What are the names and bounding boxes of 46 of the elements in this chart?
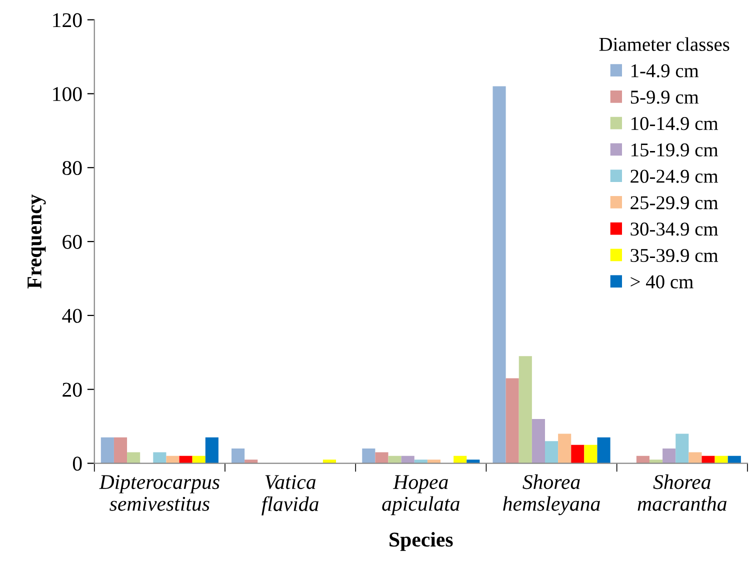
legend-label: 15-19.9 cm [632, 143, 718, 157]
y-tick-label: 0 [72, 456, 82, 471]
bar [571, 444, 584, 464]
legend-label: 1-4.9 cm [632, 64, 699, 78]
x-axis-title: Species [390, 532, 453, 551]
x-tick-label: Dipterocarpus semivestitus [99, 475, 220, 511]
y-tick-label: 60 [62, 234, 82, 249]
legend-label: 25-29.9 cm [630, 196, 718, 210]
y-tick-label: 80 [62, 160, 82, 176]
bar [702, 456, 715, 464]
bar [558, 434, 572, 464]
x-tick-label: Hopea apiculata [382, 475, 460, 516]
bar [166, 456, 180, 464]
bar [362, 448, 376, 464]
x-tick-label: Shorea macrantha [638, 474, 726, 511]
bar [518, 356, 532, 464]
bar [492, 86, 506, 464]
legend-label: 35-39.9 cm [630, 248, 718, 262]
bar [662, 448, 676, 464]
y-axis-title: Frequency [28, 194, 46, 288]
bar [532, 418, 545, 464]
bar [506, 378, 519, 464]
bar [232, 448, 245, 464]
legend-label: > 40 cm [630, 275, 694, 288]
y-tick-label: 20 [62, 382, 82, 397]
x-tick-label: Vatica flavida [262, 475, 318, 516]
bar [688, 452, 702, 464]
legend-label: 30-34.9 cm [630, 222, 718, 236]
bar [544, 441, 558, 464]
bar [153, 452, 166, 464]
legend-title: Diameter classes [599, 37, 730, 51]
bar [375, 452, 388, 464]
legend-label: 20-24.9 cm [630, 170, 718, 183]
legend-label: 10-14.9 cm [632, 116, 718, 130]
bar [676, 434, 689, 464]
y-tick-label: 100 [53, 87, 82, 102]
bar [114, 437, 128, 464]
x-tick-label: Shorea hemsleyana [503, 474, 600, 516]
y-tick-label: 120 [53, 13, 82, 28]
y-tick-label: 40 [62, 308, 82, 323]
bar [205, 437, 218, 464]
bar [597, 437, 610, 464]
bar [584, 444, 598, 464]
bar [100, 437, 114, 464]
bar [127, 452, 140, 464]
legend-label: 5-9.9 cm [630, 90, 699, 104]
